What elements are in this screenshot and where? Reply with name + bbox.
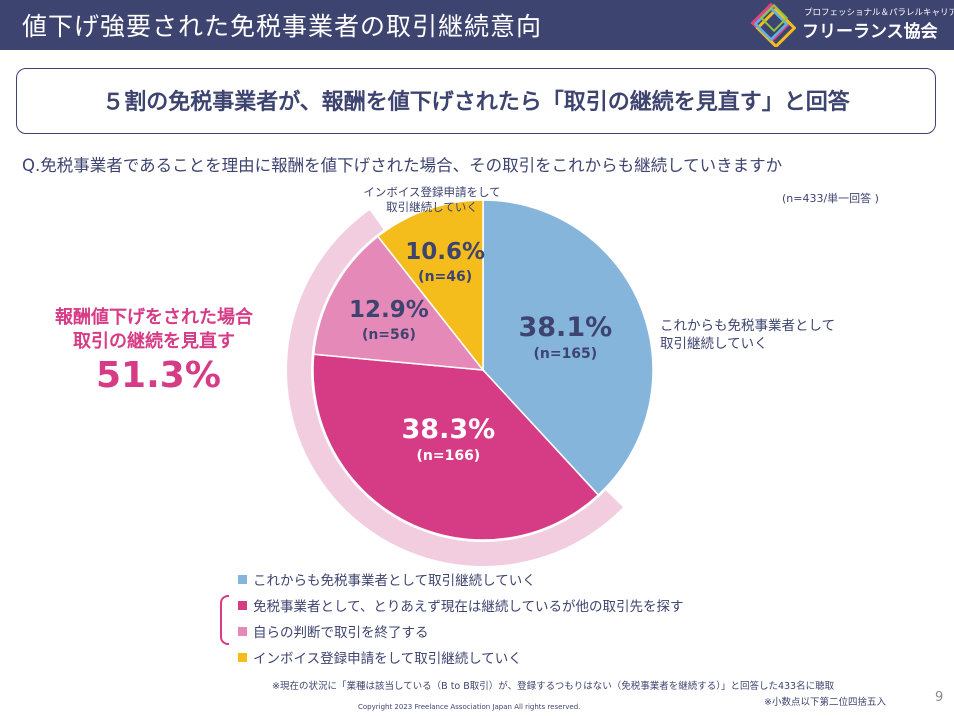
legend-swatch — [238, 626, 247, 636]
legend-item: 免税事業者として、とりあえず現在は継続しているが他の取引先を探す — [238, 592, 684, 618]
logo-mark-icon — [750, 2, 797, 49]
logo: プロフェッショナル＆パラレルキャリア フリーランス協会 — [750, 2, 954, 49]
legend-swatch — [238, 652, 247, 662]
highlight-callout: 報酬値下げをされた場合 取引の継続を見直す 51.3% — [30, 306, 278, 398]
slice-count-label: (n=166) — [416, 448, 480, 464]
legend-swatch — [238, 600, 247, 610]
logo-subtitle: プロフェッショナル＆パラレルキャリア — [804, 8, 954, 18]
footnote-rounding: ※小数点以下第二位四捨五入 — [764, 697, 886, 708]
legend-label: 免税事業者として、とりあえず現在は継続しているが他の取引先を探す — [253, 599, 684, 615]
legend-bracket — [220, 595, 229, 645]
slice-count-label: (n=165) — [533, 346, 597, 362]
legend-swatch — [238, 574, 247, 584]
logo-title: フリーランス協会 — [802, 22, 938, 42]
callout-line-1: 報酬値下げをされた場合 — [55, 307, 253, 328]
page-number: 9 — [935, 690, 944, 705]
chart-legend: これからも免税事業者として取引継続していく 免税事業者として、とりあえず現在は継… — [238, 566, 684, 670]
slice-percent-label: 10.6% — [405, 239, 485, 265]
slice-outside-label: 取引継続していく — [386, 200, 478, 214]
slice-count-label: (n=56) — [362, 327, 416, 343]
pie-slice — [312, 353, 600, 541]
headline-text: ５割の免税事業者が、報酬を値下げされたら「取引の継続を見直す」と回答 — [102, 90, 850, 115]
legend-item: これからも免税事業者として取引継続していく — [238, 566, 684, 592]
callout-value: 51.3% — [96, 355, 221, 396]
headline-banner: ５割の免税事業者が、報酬を値下げされたら「取引の継続を見直す」と回答 — [16, 68, 936, 134]
copyright: Copyright 2023 Freelance Association Jap… — [358, 703, 581, 711]
pie-slice — [376, 199, 484, 373]
callout-line-2: 取引の継続を見直す — [73, 331, 235, 352]
slice-outside-label: インボイス登録申請をして — [363, 185, 500, 199]
footnote-sample: ※現在の状況に「業種は該当している（B to B取引）が、登録するつもりはない（… — [272, 681, 835, 692]
legend-label: これからも免税事業者として取引継続していく — [253, 573, 536, 589]
pie-slice — [312, 235, 485, 371]
slice-percent-label: 38.1% — [518, 312, 612, 343]
sample-size-note: (n=433/単一回答 ) — [782, 192, 879, 205]
slice-percent-label: 12.9% — [349, 297, 429, 323]
slice-percent-label: 38.3% — [402, 414, 496, 445]
slice-outside-label: これからも免税事業者として — [660, 318, 835, 334]
legend-item: 自らの判断で取引を終了する — [238, 618, 684, 644]
survey-question: Q.免税事業者であることを理由に報酬を値下げされた場合、その取引をこれからも継続… — [22, 156, 783, 175]
page-title: 値下げ強要された免税事業者の取引継続意向 — [22, 12, 543, 41]
legend-label: 自らの判断で取引を終了する — [253, 625, 429, 641]
slice-count-label: (n=46) — [418, 269, 472, 285]
highlight-arc — [286, 210, 623, 567]
legend-item: インボイス登録申請をして取引継続していく — [238, 644, 684, 670]
slice-outside-label: 取引継続していく — [660, 336, 768, 352]
header-bar: 値下げ強要された免税事業者の取引継続意向 プロフェッショナル＆パラレルキャリア … — [0, 0, 954, 50]
pie-slice — [482, 199, 654, 496]
legend-label: インボイス登録申請をして取引継続していく — [253, 651, 522, 667]
